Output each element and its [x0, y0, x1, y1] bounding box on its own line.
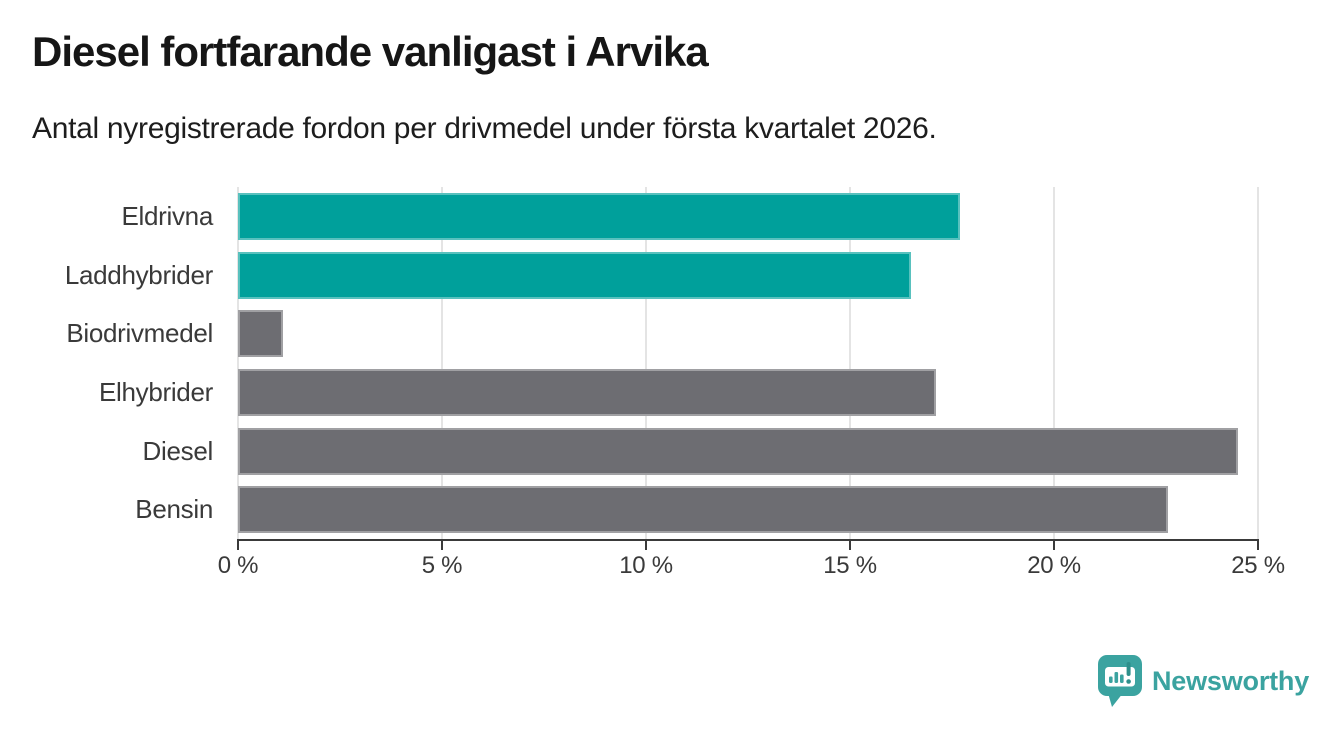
- axis-tick: [645, 541, 647, 550]
- bar-diesel: [238, 427, 1238, 475]
- category-label: Diesel: [142, 435, 214, 466]
- newsworthy-logo-text: Newsworthy: [1152, 666, 1310, 696]
- x-axis-ticks: [237, 541, 1259, 550]
- chart-subtitle: Antal nyregistrerade fordon per drivmede…: [32, 112, 937, 145]
- bar-row: [238, 187, 1258, 246]
- bar-eldrivna: [238, 192, 961, 240]
- axis-tick: [441, 541, 443, 550]
- axis-tick: [1053, 541, 1055, 550]
- gridline: [1257, 187, 1259, 539]
- x-axis-tick-labels: 0 % 5 % 10 % 15 % 20 % 25 %: [218, 552, 1285, 582]
- plot-area: [237, 187, 1259, 539]
- axis-tick: [1257, 541, 1259, 550]
- category-label: Biodrivmedel: [66, 318, 213, 349]
- gridline: [849, 187, 851, 539]
- category-label: Bensin: [135, 494, 213, 525]
- bar-laddhybrider: [238, 251, 912, 299]
- axis-tick-label: 10 %: [619, 552, 673, 579]
- axis-tick: [237, 541, 239, 550]
- axis-tick-label: 5 %: [421, 552, 463, 579]
- gridline: [237, 187, 239, 539]
- chart-title: Diesel fortfarande vanligast i Arvika: [32, 28, 709, 75]
- gridline: [1053, 187, 1055, 539]
- newsworthy-logo-icon: [1098, 655, 1142, 707]
- axis-tick-label: 0 %: [217, 552, 259, 579]
- bar-bensin: [238, 486, 1169, 534]
- bar-elhybrider: [238, 368, 936, 416]
- bar-biodrivmedel: [238, 310, 283, 358]
- category-labels: Eldrivna Laddhybrider Biodrivmedel Elhybrid…: [0, 187, 226, 539]
- axis-tick-label: 20 %: [1027, 552, 1081, 579]
- gridline: [645, 187, 647, 539]
- bar-row: [238, 480, 1258, 539]
- axis-tick: [849, 541, 851, 550]
- bar-row: [238, 304, 1258, 363]
- category-label: Laddhybrider: [64, 259, 213, 290]
- bar-row: [238, 363, 1258, 422]
- gridline: [441, 187, 443, 539]
- axis-tick-label: 15 %: [823, 552, 877, 579]
- newsworthy-brand: Newsworthy: [1098, 655, 1309, 708]
- x-axis-line: [237, 539, 1259, 541]
- bar-row: [238, 422, 1258, 481]
- bar-row: [238, 246, 1258, 305]
- category-label: Elhybrider: [98, 376, 213, 407]
- axis-tick-label: 25 %: [1231, 552, 1285, 579]
- category-label: Eldrivna: [121, 200, 213, 231]
